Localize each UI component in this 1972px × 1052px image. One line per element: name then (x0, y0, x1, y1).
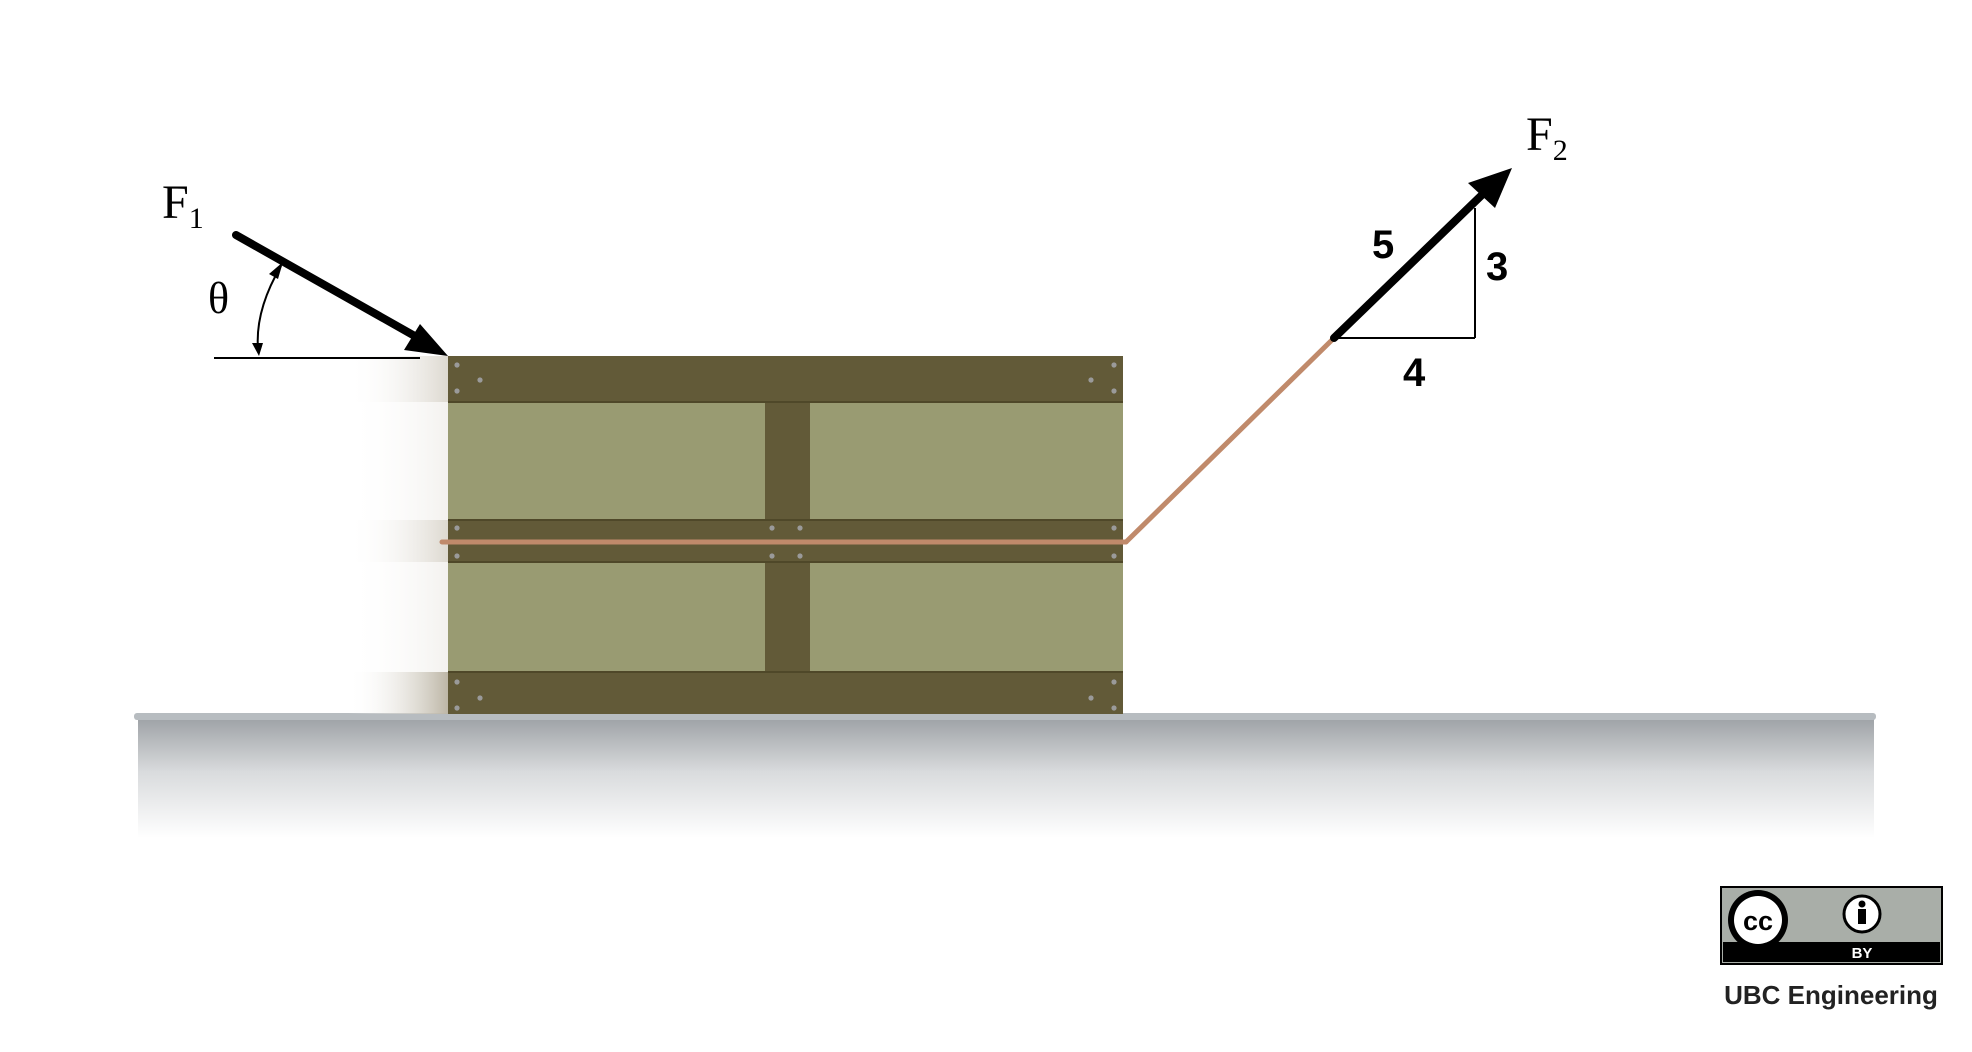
force-arrow-f2 (1330, 168, 1512, 342)
motion-trail (348, 356, 448, 714)
f2-subscript: 2 (1553, 134, 1568, 167)
crate (448, 356, 1123, 714)
attribution-text: UBC Engineering (1724, 980, 1938, 1010)
crate-panel (448, 562, 765, 672)
rope (439, 335, 1337, 545)
f1-label: F1 (162, 176, 204, 235)
rope-to-f2 (1123, 335, 1337, 545)
run-label: 4 (1403, 351, 1426, 395)
crate-panel (448, 402, 765, 520)
rise-label: 3 (1486, 245, 1508, 289)
cc-by-license-badge: cc BY (1720, 886, 1943, 965)
cc-logo-text: cc (1743, 906, 1773, 936)
ground-top-edge (134, 713, 1876, 720)
f1-subscript: 1 (189, 202, 204, 235)
angle-theta-marker (214, 262, 420, 359)
hypotenuse-label: 5 (1372, 223, 1394, 267)
ground (134, 713, 1876, 838)
theta-label: θ (208, 274, 229, 323)
f2-symbol: F (1526, 108, 1553, 161)
force-arrow-f1 (232, 231, 448, 356)
f1-symbol: F (162, 176, 189, 229)
crate-rivets (454, 362, 1117, 711)
by-label: BY (1852, 945, 1873, 962)
ground-surface (138, 718, 1874, 838)
crate-panel (810, 402, 1123, 520)
f2-label: F2 (1526, 108, 1568, 167)
slope-triangle (1334, 208, 1476, 339)
crate-panel (810, 562, 1123, 672)
